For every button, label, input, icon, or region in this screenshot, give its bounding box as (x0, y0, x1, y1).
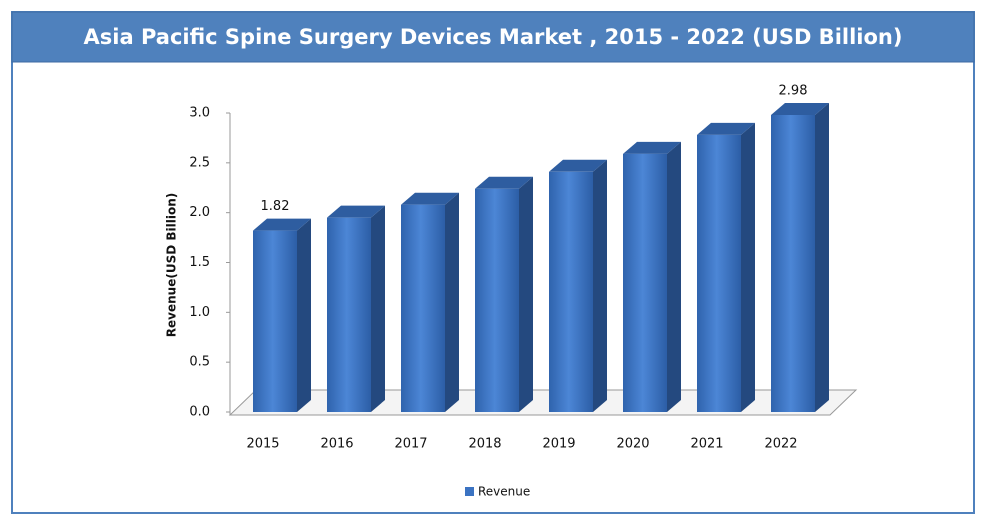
x-tick-label: 2018 (468, 437, 501, 452)
bar-face (371, 205, 385, 412)
x-tick-label: 2021 (690, 437, 723, 452)
bar-face (667, 141, 681, 412)
y-tick-label: 2.5 (189, 155, 210, 170)
bar (771, 102, 829, 412)
bar-face (549, 159, 607, 172)
bar (327, 205, 385, 412)
bar-face (771, 114, 815, 412)
y-axis-label: Revenue(USD Billion) (165, 193, 179, 337)
bar-face (253, 230, 297, 412)
bar-face (445, 192, 459, 412)
y-tick-label: 0.0 (189, 405, 210, 420)
bar (253, 218, 311, 412)
bar-face (697, 122, 755, 135)
x-tick-label: 2015 (246, 437, 279, 452)
bar-face (697, 134, 741, 412)
y-tick-label: 3.0 (189, 106, 210, 121)
bar-face (253, 218, 311, 231)
bar-face (593, 159, 607, 412)
bar-face (327, 205, 385, 218)
x-tick-label: 2020 (616, 437, 649, 452)
data-label: 2.98 (779, 83, 808, 98)
bar-face (401, 204, 445, 412)
bar-face (475, 176, 533, 189)
bar (697, 122, 755, 412)
data-label: 1.82 (261, 199, 290, 214)
bar-face (623, 141, 681, 154)
bar-face (475, 188, 519, 412)
legend-swatch (465, 487, 474, 496)
y-tick-label: 1.0 (189, 305, 210, 320)
y-tick-label: 1.5 (189, 255, 210, 270)
bar (475, 176, 533, 412)
bar-face (401, 192, 459, 205)
bar-face (741, 122, 755, 412)
x-tick-label: 2019 (542, 437, 575, 452)
bar-face (549, 171, 593, 412)
title-bar (11, 11, 975, 63)
x-tick-label: 2017 (394, 437, 427, 452)
y-tick-label: 2.0 (189, 205, 210, 220)
legend-label: Revenue (478, 485, 530, 499)
bar (623, 141, 681, 412)
y-tick-label: 0.5 (189, 355, 210, 370)
x-tick-label: 2016 (320, 437, 353, 452)
bar-face (519, 176, 533, 412)
bar-face (297, 218, 311, 412)
bar-face (623, 153, 667, 412)
bar (549, 159, 607, 412)
chart-title: Asia Pacific Spine Surgery Devices Marke… (84, 25, 903, 49)
bar-face (815, 102, 829, 412)
bar (401, 192, 459, 412)
bar-face (327, 217, 371, 412)
x-tick-label: 2022 (764, 437, 797, 452)
bar-face (771, 102, 829, 115)
floor (228, 389, 858, 416)
